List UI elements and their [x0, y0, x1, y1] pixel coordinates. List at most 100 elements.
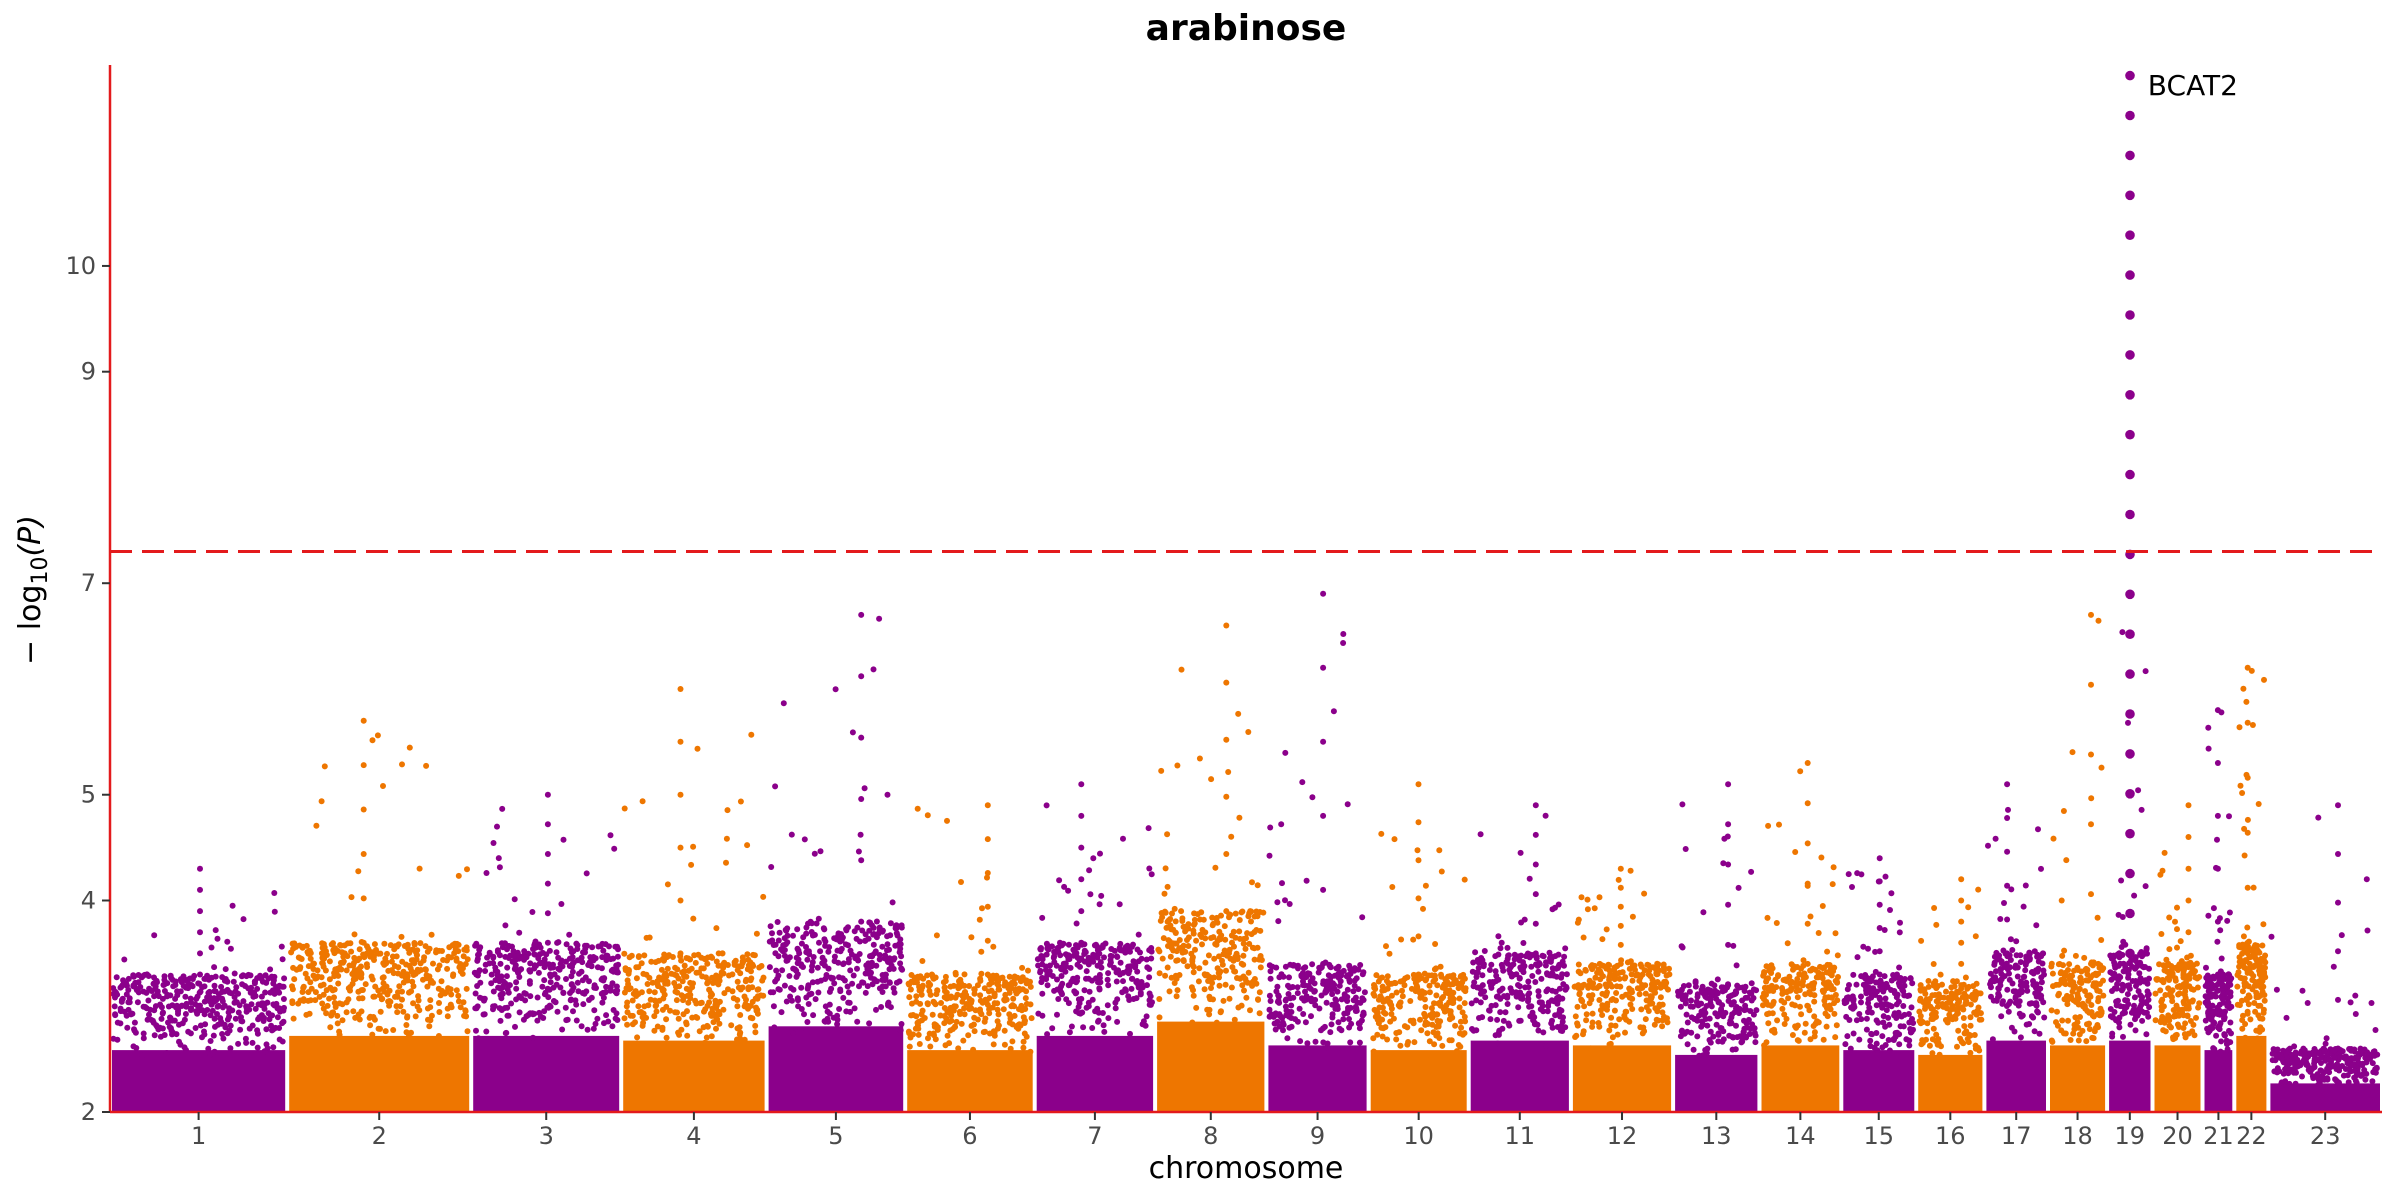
chromosome-13-point	[1752, 1039, 1759, 1046]
chromosome-9-point	[1272, 1026, 1279, 1033]
chromosome-5-point	[798, 962, 805, 969]
chromosome-1-point	[125, 987, 132, 993]
chromosome-6-point	[947, 1027, 954, 1034]
chromosome-8-point	[1179, 949, 1186, 956]
chromosome-19-point	[2146, 1004, 2153, 1011]
chromosome-14-point	[1807, 991, 1814, 998]
chromosome-3-point	[530, 1034, 536, 1041]
chromosome-1-point	[211, 982, 218, 989]
chromosome-9-point	[1285, 982, 1291, 989]
chromosome-3-point	[554, 1008, 561, 1015]
chromosome-17-point	[2007, 957, 2014, 963]
chromosome-5-point	[790, 932, 796, 939]
chromosome-5-point	[840, 961, 847, 968]
chromosome-16-point	[1952, 1015, 1959, 1022]
chromosome-18-point	[2048, 960, 2055, 967]
chromosome-3-point	[473, 1027, 479, 1034]
chromosome-4-point	[688, 965, 695, 972]
chromosome-6-point	[932, 1036, 939, 1043]
chromosome-13-point	[1743, 1024, 1750, 1031]
chromosome-1-point	[262, 972, 269, 979]
chromosome-8-point	[1197, 916, 1204, 923]
chromosome-10-point	[1434, 982, 1441, 989]
chromosome-8-point	[1199, 926, 1206, 933]
chromosome-6-point	[970, 1046, 977, 1053]
chromosome-16-point	[1917, 982, 1924, 989]
chromosome-1-point	[263, 979, 270, 986]
chromosome-7-point	[1075, 996, 1082, 1003]
chromosome-5-point	[798, 984, 805, 991]
chromosome-15-point	[1863, 1026, 1870, 1033]
chromosome-7-point	[1133, 995, 1140, 1002]
chromosome-15-point	[1897, 919, 1903, 926]
chromosome-16-point	[1961, 1023, 1968, 1030]
chromosome-6-point	[985, 988, 992, 995]
chromosome-7-point	[1058, 990, 1065, 997]
chromosome-1-point	[161, 981, 168, 988]
chromosome-3-point	[605, 1018, 612, 1025]
chromosome-3-point	[539, 983, 546, 990]
chromosome-2-point	[463, 985, 470, 992]
chromosome-4-point	[704, 1002, 711, 1009]
chromosome-18-point	[2059, 1017, 2066, 1024]
chromosome-17-point	[1988, 984, 1994, 991]
chromosome-2-point	[350, 976, 357, 983]
chromosome-3-point	[515, 969, 522, 976]
chromosome-12-point	[1582, 967, 1589, 974]
chromosome-6-point	[941, 984, 948, 991]
chromosome-6-point	[944, 817, 950, 824]
chromosome-2-point	[331, 950, 338, 957]
chromosome-9-point	[1266, 852, 1273, 859]
chromosome-8-point	[1212, 864, 1219, 871]
chromosome-1-point	[179, 1020, 186, 1027]
chromosome-18-point	[2069, 749, 2076, 756]
chromosome-10-point	[1438, 868, 1445, 875]
chromosome-3-point	[495, 984, 502, 991]
chromosome-14-point	[1794, 1037, 1801, 1044]
chromosome-18-point	[2098, 937, 2105, 943]
chromosome-19-point	[2125, 974, 2132, 981]
chromosome-1-point	[194, 993, 201, 1000]
chromosome-16-point	[1918, 937, 1925, 944]
chromosome-5-point	[879, 943, 886, 950]
chromosome-9-point	[1346, 1024, 1353, 1031]
chromosome-7-point	[1128, 975, 1135, 982]
chromosome-2-point	[449, 942, 456, 949]
chromosome-7-point	[1105, 1015, 1112, 1022]
chromosome-10-point	[1446, 1037, 1453, 1044]
chromosome-1-point	[192, 1025, 199, 1031]
chromosome-2-point	[303, 1011, 310, 1018]
chromosome-14-point	[1794, 994, 1801, 1001]
chromosome-8-point	[1158, 767, 1165, 774]
chromosome-5-point	[814, 978, 821, 985]
chromosome-2-point	[351, 954, 358, 961]
chromosome-2-point	[460, 999, 467, 1006]
chromosome-6-point	[971, 986, 978, 993]
chromosome-8-point	[1206, 1011, 1213, 1018]
chromosome-19-point	[2139, 998, 2146, 1005]
chromosome-11-point	[1473, 997, 1480, 1004]
chromosome-8-point	[1189, 961, 1196, 968]
chromosome-3-point	[497, 992, 504, 999]
chromosome-13-point	[1720, 987, 1727, 994]
chromosome-5-point	[831, 935, 838, 942]
chromosome-1-point	[212, 973, 219, 980]
chromosome-15-point	[1884, 983, 1891, 990]
chromosome-4-point	[633, 964, 640, 971]
chromosome-4-point	[754, 1010, 761, 1017]
chromosome-15-point	[1845, 871, 1852, 878]
chromosome-19-point	[2133, 983, 2139, 989]
chromosome-5-point	[836, 1006, 843, 1012]
chromosome-7-point	[1085, 975, 1092, 982]
chromosome-8-point	[1246, 940, 1253, 947]
chromosome-10-point	[1413, 982, 1420, 989]
chromosome-6-point	[991, 1000, 998, 1007]
chromosome-1-point	[124, 1024, 131, 1031]
chromosome-7-point	[1081, 987, 1088, 994]
chromosome-7-point	[1100, 1022, 1107, 1029]
chromosome-9-point	[1280, 973, 1287, 980]
chromosome-14-point	[1783, 978, 1790, 984]
chromosome-1-point	[263, 1041, 270, 1048]
chromosome-6-point	[994, 1018, 1001, 1025]
chromosome-2-point	[424, 1005, 431, 1012]
